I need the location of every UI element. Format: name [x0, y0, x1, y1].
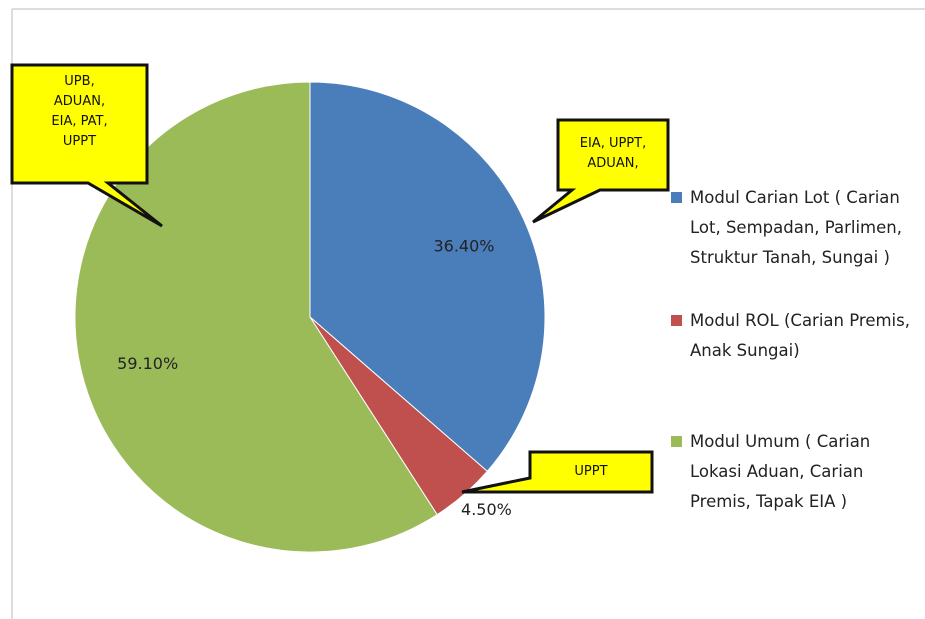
- data-label: 59.10%: [117, 354, 178, 373]
- legend-label: Modul ROL (Carian Premis, Anak Sungai): [690, 311, 910, 360]
- callout: [532, 118, 670, 224]
- callout-text: UPPT: [574, 464, 608, 479]
- pie-slice: [74, 81, 438, 553]
- callout-text: EIA, UPPT, ADUAN,: [579, 136, 647, 171]
- callout-text: UPB, ADUAN, EIA, PAT, UPPT: [51, 74, 108, 149]
- legend-key: [671, 315, 682, 326]
- data-label: 4.50%: [461, 500, 512, 519]
- legend-key: [671, 436, 682, 447]
- callout: [10, 63, 163, 228]
- legend-label: Modul Umum ( Carian Lokasi Aduan, Carian…: [690, 432, 871, 511]
- callout: [461, 450, 654, 494]
- pie-slice: [309, 81, 546, 473]
- data-label: 36.40%: [433, 236, 494, 255]
- legend-key: [671, 192, 682, 203]
- legend-label: Modul Carian Lot ( Carian Lot, Sempadan,…: [690, 188, 902, 267]
